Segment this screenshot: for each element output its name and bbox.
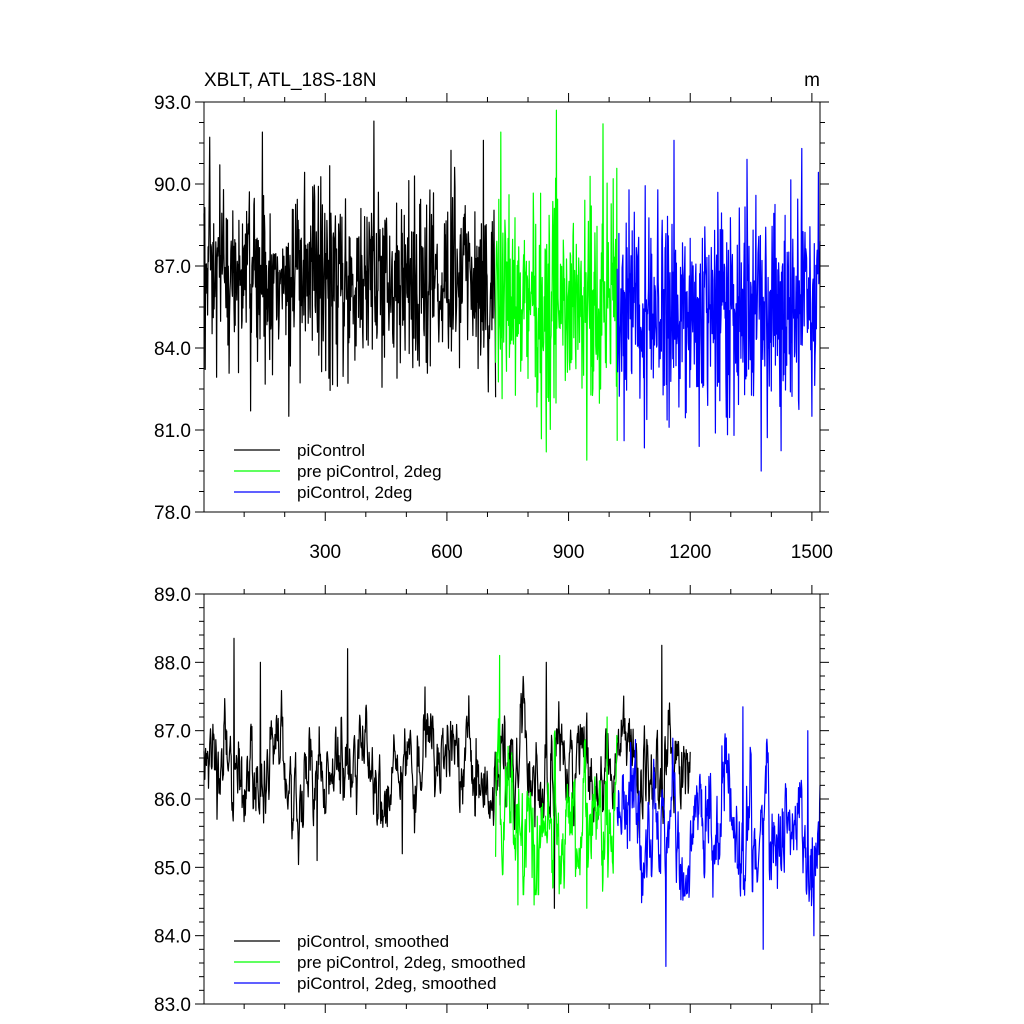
top-legend-label: piControl [297, 441, 365, 460]
top-chart-units: m [804, 70, 820, 91]
bottom-series-line [203, 637, 691, 909]
top-y-tick-label: 78.0 [154, 503, 191, 524]
bottom-y-tick-label: 89.0 [154, 585, 191, 606]
top-series-line [495, 109, 618, 461]
bottom-series-line [495, 654, 618, 909]
top-y-tick-label: 93.0 [154, 93, 191, 114]
top-y-tick-label: 90.0 [154, 175, 191, 196]
top-x-tick-label: 1500 [791, 542, 833, 563]
bottom-y-tick-label: 84.0 [154, 927, 191, 948]
top-x-tick-label: 900 [553, 542, 585, 563]
top-series-line [616, 139, 821, 472]
top-y-tick-label: 87.0 [154, 257, 191, 278]
bottom-y-tick-label: 88.0 [154, 653, 191, 674]
top-x-tick-label: 1200 [669, 542, 711, 563]
top-x-tick-label: 300 [309, 542, 341, 563]
bottom-y-tick-label: 85.0 [154, 858, 191, 879]
top-series-line [203, 120, 497, 417]
bottom-legend-label: pre piControl, 2deg, smoothed [297, 953, 526, 972]
top-chart-title: XBLT, ATL_18S-18N [204, 70, 377, 91]
top-legend-label: pre piControl, 2deg [297, 462, 442, 481]
bottom-legend-label: piControl, 2deg, smoothed [297, 974, 496, 993]
bottom-chart-panel: 83.0 84.0 85.0 86.0 87.0 88.0 89.0 piControl, s… [154, 585, 829, 1016]
bottom-series-line [616, 706, 821, 967]
top-x-tick-label: 600 [431, 542, 463, 563]
bottom-y-tick-label: 86.0 [154, 790, 191, 811]
bottom-legend-label: piControl, smoothed [297, 932, 449, 951]
bottom-y-tick-label: 87.0 [154, 722, 191, 743]
top-y-tick-label: 81.0 [154, 421, 191, 442]
bottom-y-tick-label: 83.0 [154, 995, 191, 1016]
top-y-tick-label: 84.0 [154, 339, 191, 360]
top-chart-panel: 78.0 81.0 84.0 87.0 90.0 93.0 300 600 900 1200 150… [154, 93, 833, 563]
top-legend-label: piControl, 2deg [297, 483, 412, 502]
